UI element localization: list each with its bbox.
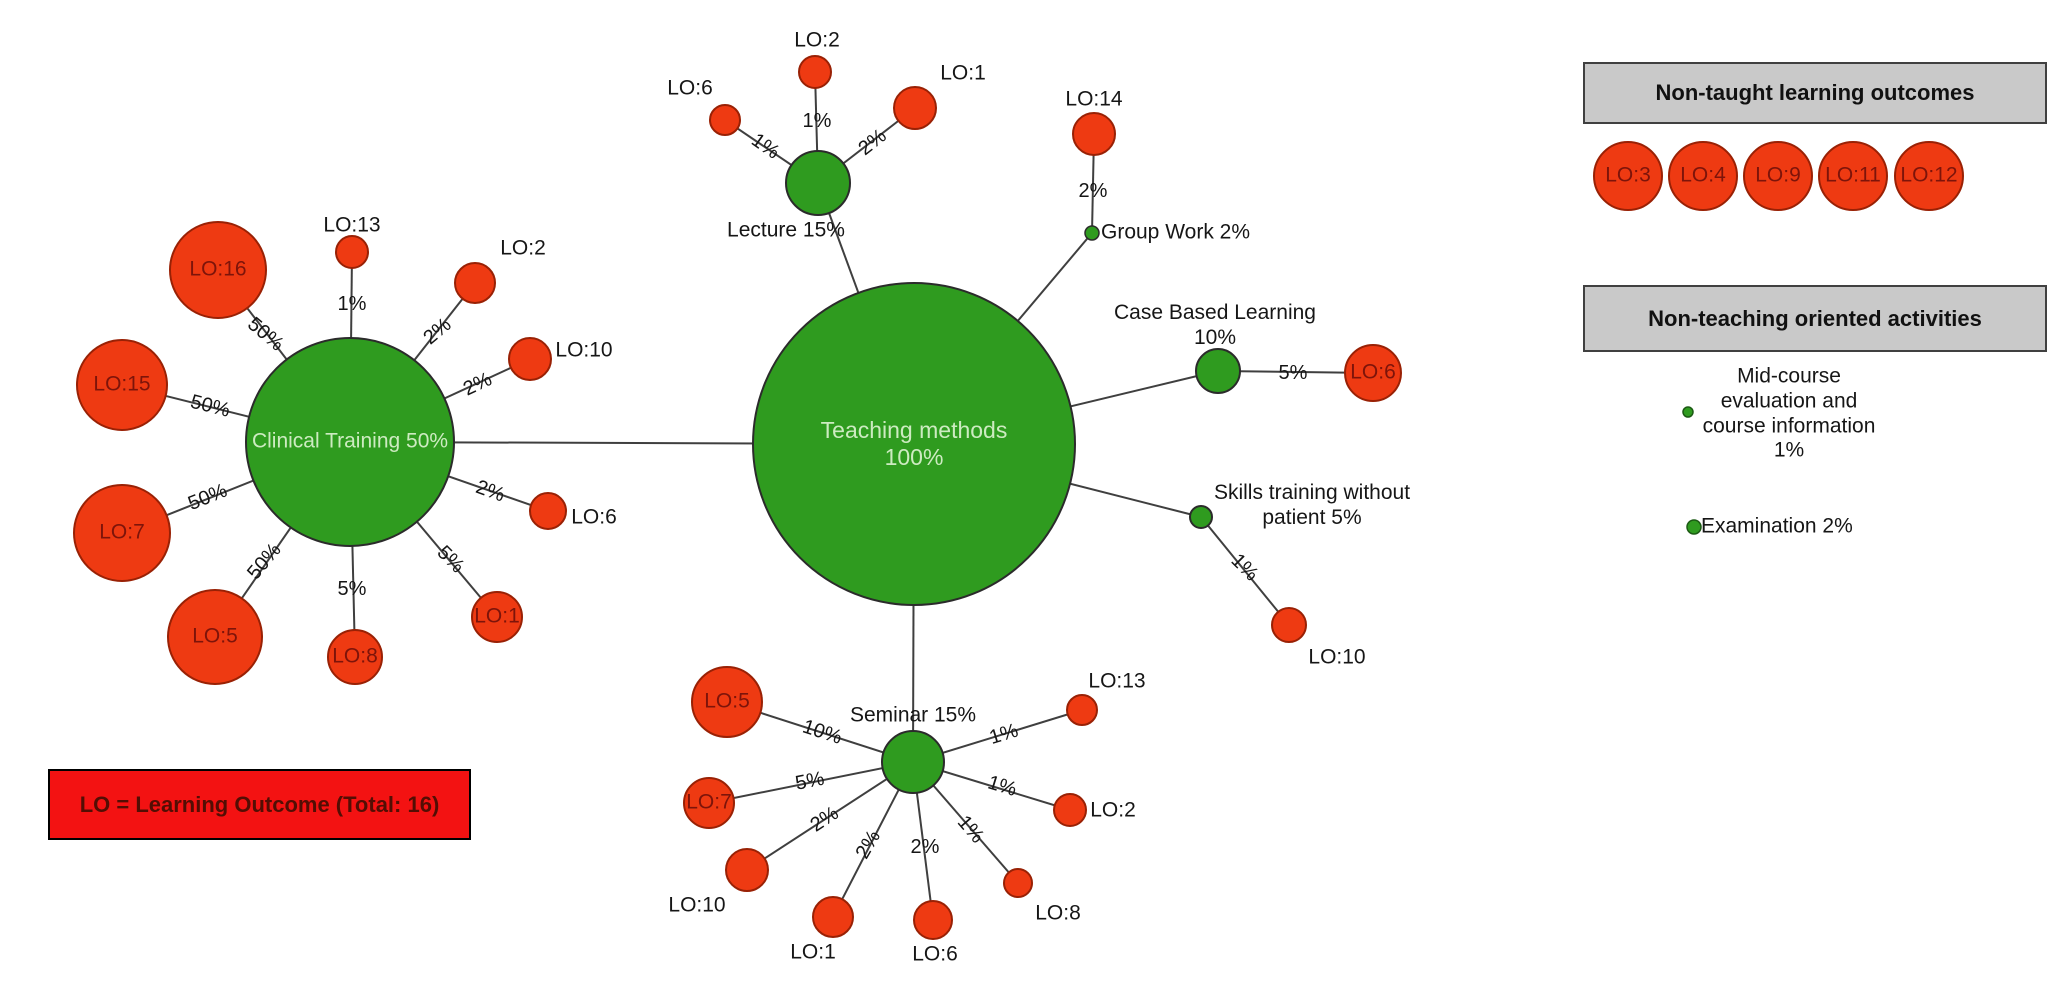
non-teaching-header: Non-teaching oriented activities [1583, 285, 2047, 352]
node-lec_lo1 [893, 86, 937, 130]
node-label-sem_lo8: LO:8 [1035, 901, 1081, 925]
node-label-nt_lo11: LO:11 [1825, 163, 1881, 187]
node-nt_lo9 [1743, 141, 1813, 211]
node-label-teaching: Teaching methods 100% [820, 416, 1008, 470]
edge-label-lecture-lec_lo2: 1% [802, 110, 832, 133]
node-nt_lo11 [1818, 141, 1888, 211]
edge-label-cbl-cbl_lo6: 5% [1278, 362, 1308, 385]
node-label-grp_lo14: LO:14 [1065, 87, 1123, 111]
node-cli_lo5 [167, 589, 263, 685]
node-sem_lo5 [691, 666, 763, 738]
node-sem_lo1 [812, 896, 854, 938]
edge-label-clinical-cli_lo13: 1% [337, 293, 367, 316]
node-sem_lo2 [1053, 793, 1087, 827]
node-label-nt_lo9: LO:9 [1755, 163, 1801, 187]
node-label-cli_lo8: LO:8 [332, 644, 378, 668]
node-label-lec_lo2: LO:2 [794, 28, 840, 52]
node-label-cli_lo2: LO:2 [500, 236, 546, 260]
node-label-nt_lo4: LO:4 [1680, 163, 1726, 187]
edge-line-skills-skl_lo10 [1200, 516, 1290, 626]
node-label-sem_lo2: LO:2 [1090, 798, 1136, 822]
node-teaching [752, 282, 1076, 606]
node-cli_lo10 [508, 337, 552, 381]
node-label-exam_dot: Examination 2% [1701, 514, 1853, 538]
node-cli_lo6 [529, 492, 567, 530]
edge-label-groupwork-grp_lo14: 2% [1078, 180, 1108, 203]
node-label-sem_lo6: LO:6 [912, 942, 958, 966]
node-lec_lo6 [709, 104, 741, 136]
non-taught-header-label: Non-taught learning outcomes [1655, 80, 1975, 105]
node-cli_lo2 [454, 262, 496, 304]
node-nt_lo12 [1894, 141, 1964, 211]
node-lec_lo2 [798, 55, 832, 89]
node-label-nt_lo12: LO:12 [1900, 163, 1958, 187]
node-mid_dot [1682, 406, 1694, 418]
node-label-sem_lo5: LO:5 [704, 689, 750, 713]
legend-label: LO = Learning Outcome (Total: 16) [79, 791, 440, 817]
edge-line-seminar-sem_lo10 [746, 761, 914, 871]
node-cli_lo7 [73, 484, 171, 582]
edge-line-seminar-sem_lo7 [708, 761, 914, 804]
node-sem_lo8 [1003, 868, 1033, 898]
node-clinical [245, 337, 455, 547]
node-cli_lo1 [471, 591, 523, 643]
node-lecture [785, 150, 851, 216]
node-label-cli_lo10: LO:10 [555, 338, 613, 362]
node-label-cli_lo7: LO:7 [99, 520, 145, 544]
node-cli_lo8 [327, 629, 383, 685]
node-label-lec_lo6: LO:6 [667, 76, 713, 100]
node-seminar [881, 730, 945, 794]
node-label-cli_lo6: LO:6 [571, 505, 617, 529]
legend-box: LO = Learning Outcome (Total: 16) [48, 769, 471, 840]
node-label-cli_lo5: LO:5 [192, 624, 238, 648]
node-cli_lo15 [76, 339, 168, 431]
node-label-skills: Skills training without patient 5% [1213, 481, 1411, 529]
node-label-lecture: Lecture 15% [727, 218, 845, 242]
node-label-seminar: Seminar 15% [849, 703, 977, 727]
node-grp_lo14 [1072, 112, 1116, 156]
node-label-clinical: Clinical Training 50% [251, 429, 449, 453]
node-label-skl_lo10: LO:10 [1308, 645, 1366, 669]
node-label-sem_lo10: LO:10 [668, 893, 726, 917]
node-sem_lo7 [683, 777, 735, 829]
node-nt_lo3 [1593, 141, 1663, 211]
node-label-cli_lo16: LO:16 [189, 257, 247, 281]
node-skills [1189, 505, 1213, 529]
node-label-cli_lo13: LO:13 [323, 213, 381, 237]
node-sem_lo6 [913, 900, 953, 940]
node-label-sem_lo7: LO:7 [686, 790, 732, 814]
node-label-cli_lo1: LO:1 [474, 604, 520, 628]
node-cbl [1195, 348, 1241, 394]
node-label-cbl_lo6: LO:6 [1350, 360, 1396, 384]
edge-label-clinical-cli_lo8: 5% [337, 578, 367, 601]
node-skl_lo10 [1271, 607, 1307, 643]
node-label-cbl: Case Based Learning 10% [1114, 301, 1316, 349]
node-label-sem_lo13: LO:13 [1088, 669, 1146, 693]
non-teaching-header-label: Non-teaching oriented activities [1648, 305, 1982, 331]
node-sem_lo13 [1066, 694, 1098, 726]
node-label-cli_lo15: LO:15 [93, 372, 151, 396]
node-sem_lo10 [725, 848, 769, 892]
non-taught-header: Non-taught learning outcomes [1583, 62, 2047, 124]
node-exam_dot [1686, 519, 1702, 535]
node-cli_lo13 [335, 235, 369, 269]
node-label-groupwork: Group Work 2% [1101, 220, 1250, 244]
node-cli_lo16 [169, 221, 267, 319]
node-label-nt_lo3: LO:3 [1605, 163, 1651, 187]
node-groupwork [1084, 225, 1100, 241]
node-label-mid_dot: Mid-course evaluation and course informa… [1702, 364, 1876, 462]
node-nt_lo4 [1668, 141, 1738, 211]
node-label-sem_lo1: LO:1 [790, 940, 836, 964]
node-cbl_lo6 [1344, 344, 1402, 402]
edge-label-seminar-sem_lo6: 2% [910, 836, 940, 859]
node-label-lec_lo1: LO:1 [940, 61, 986, 85]
